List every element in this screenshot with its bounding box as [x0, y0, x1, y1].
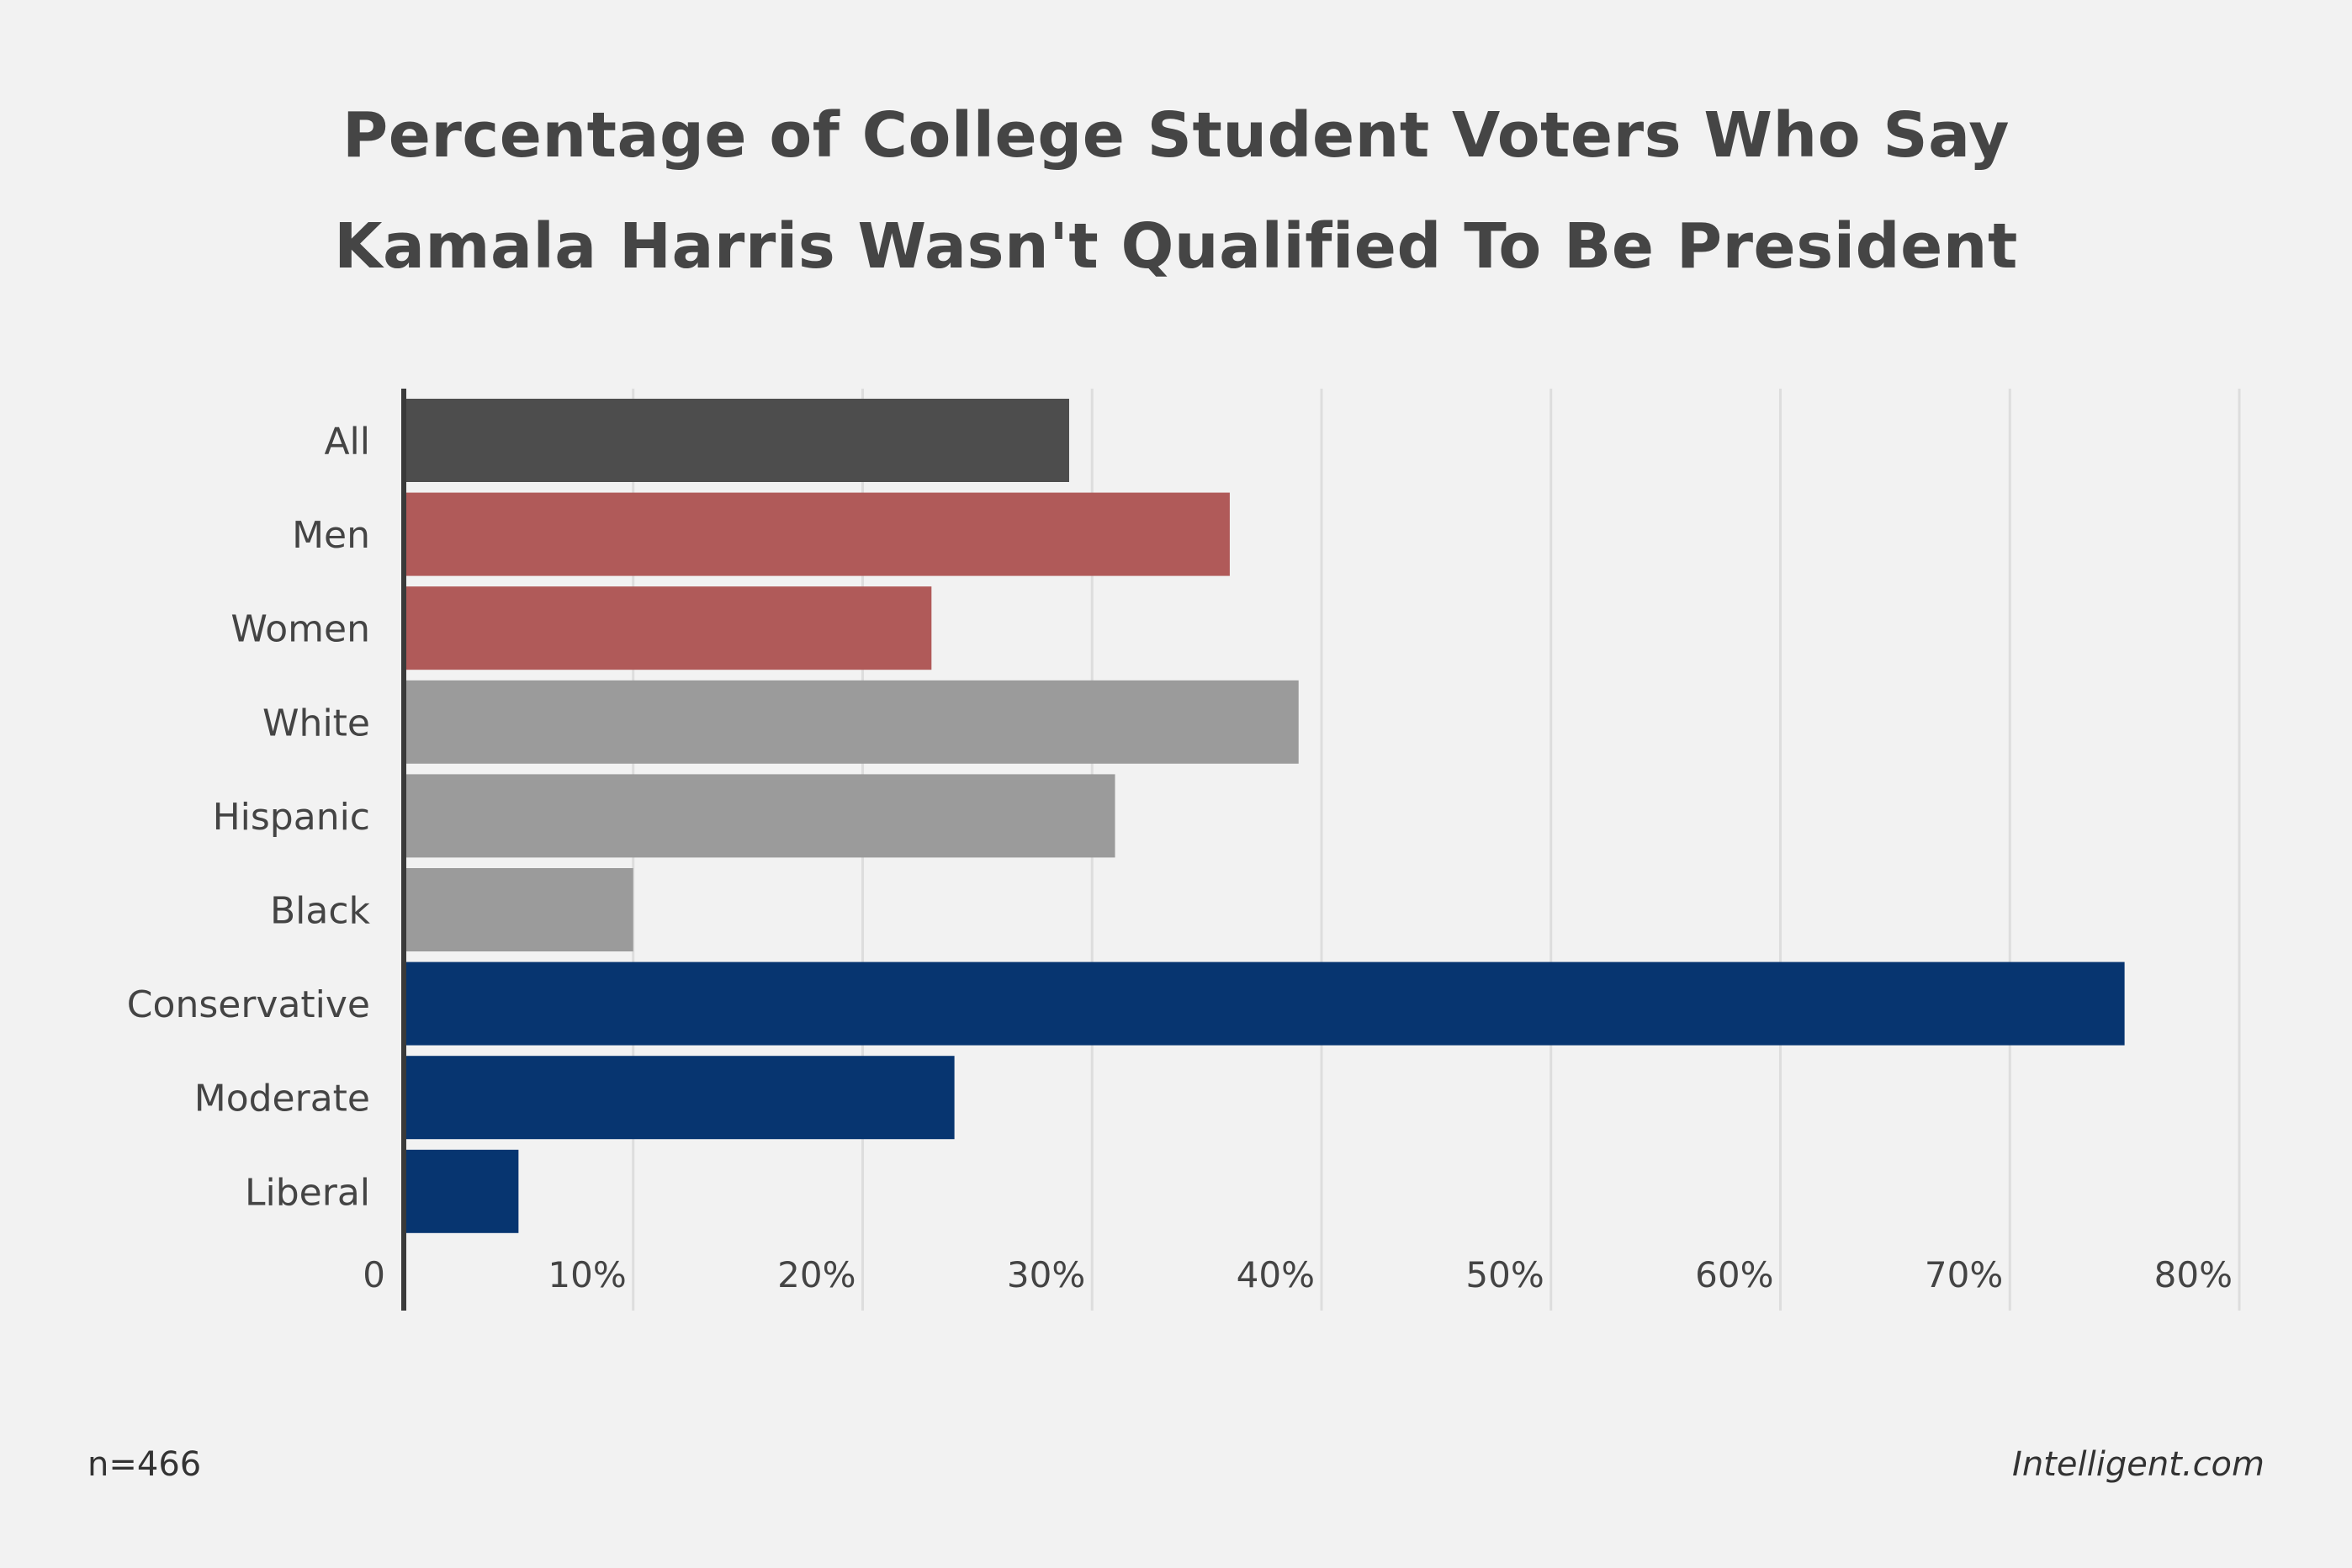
bar-all	[404, 399, 1069, 482]
bar-hispanic	[404, 774, 1115, 858]
x-tick-label-0: 0	[363, 1254, 385, 1295]
bar-moderate	[404, 1056, 955, 1140]
category-label-moderate: Moderate	[194, 1078, 370, 1120]
x-tick-label-40: 40%	[1237, 1254, 1315, 1295]
x-tick-label-10: 10%	[548, 1254, 626, 1295]
sample-size-note: n=466	[87, 1445, 202, 1484]
category-label-black: Black	[270, 890, 371, 933]
x-tick-label-20: 20%	[777, 1254, 856, 1295]
category-label-white: White	[262, 702, 370, 744]
chart-title-line-1: Percentage of College Student Voters Who…	[342, 99, 2010, 172]
category-label-women: Women	[230, 608, 370, 651]
bars	[404, 399, 2125, 1233]
x-tick-label-30: 30%	[1007, 1254, 1085, 1295]
bar-women	[404, 586, 932, 670]
x-tick-label-80: 80%	[2154, 1254, 2233, 1295]
category-labels: All Men Women White Hispanic Black Conservativ…	[127, 421, 371, 1215]
category-label-all: All	[324, 421, 370, 464]
bar-conservative	[404, 961, 2125, 1046]
bar-white	[404, 680, 1299, 764]
category-label-liberal: Liberal	[245, 1171, 370, 1214]
category-label-men: Men	[292, 514, 370, 557]
category-label-hispanic: Hispanic	[213, 796, 370, 839]
x-tick-label-70: 70%	[1925, 1254, 2003, 1295]
bar-liberal	[404, 1149, 519, 1233]
chart-title-line-2: Kamala Harris Wasn't Qualified To Be Pre…	[334, 210, 2018, 283]
bar-men	[404, 492, 1230, 576]
source-credit: Intelligent.com	[2012, 1445, 2265, 1484]
x-tick-label-50: 50%	[1465, 1254, 1544, 1295]
x-tick-labels: 0 10% 20% 30% 40% 50% 60% 70% 80%	[363, 1254, 2233, 1295]
category-label-conservative: Conservative	[127, 983, 370, 1026]
bar-black	[404, 868, 633, 951]
x-tick-label-60: 60%	[1695, 1254, 1773, 1295]
